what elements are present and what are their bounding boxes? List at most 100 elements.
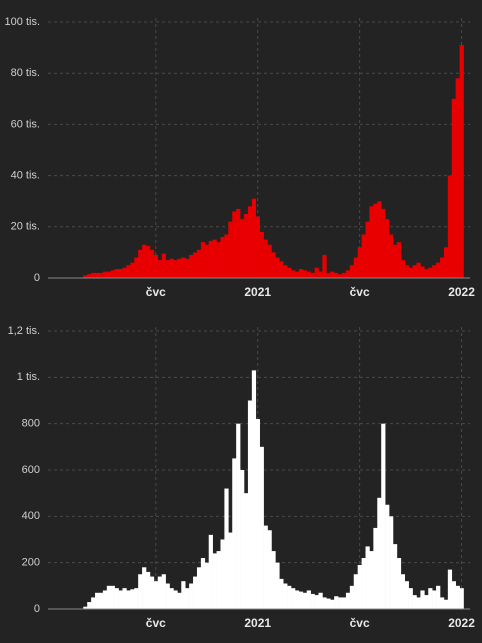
- bar: [220, 237, 225, 278]
- bar: [338, 597, 343, 609]
- bar: [244, 214, 249, 278]
- bar: [87, 602, 92, 609]
- bar: [126, 590, 131, 609]
- bar: [251, 198, 257, 278]
- bar: [416, 597, 421, 609]
- bar: [193, 252, 198, 278]
- x-tick-label: 2021: [244, 616, 271, 630]
- bar: [185, 588, 190, 609]
- bar: [365, 546, 370, 609]
- bar: [228, 221, 233, 278]
- bar: [306, 271, 311, 278]
- bar: [275, 562, 280, 609]
- bar: [424, 595, 429, 609]
- bar: [310, 593, 315, 609]
- bar: [314, 595, 319, 609]
- bar: [118, 269, 123, 278]
- y-tick-label: 800: [22, 418, 40, 430]
- bar: [412, 265, 417, 278]
- y-tick-label: 1,2 tis.: [8, 325, 40, 337]
- bar: [98, 272, 104, 278]
- bar: [130, 262, 135, 278]
- y-tick-label: 60 tis.: [11, 118, 40, 130]
- bar: [459, 588, 464, 609]
- bar: [291, 588, 296, 609]
- y-tick-label: 1 tis.: [17, 371, 40, 383]
- bar: [404, 581, 409, 609]
- bar: [283, 583, 288, 609]
- bar: [310, 272, 315, 278]
- bar: [102, 590, 108, 609]
- bar: [169, 588, 174, 609]
- bar: [279, 578, 284, 609]
- bar: [436, 262, 441, 278]
- bar: [377, 497, 382, 609]
- bar: [389, 516, 394, 609]
- bar: [322, 597, 327, 609]
- bar: [95, 272, 100, 278]
- bar: [314, 267, 319, 278]
- bar: [196, 249, 202, 278]
- bar: [283, 265, 288, 278]
- bar: [298, 591, 304, 609]
- bar: [455, 78, 460, 278]
- bar: [271, 252, 276, 278]
- x-tick-label: čvc: [146, 616, 166, 630]
- bar: [208, 240, 213, 278]
- bar: [189, 583, 194, 609]
- bar: [114, 588, 119, 609]
- bar: [134, 257, 139, 278]
- bar: [193, 576, 198, 609]
- bar: [181, 257, 186, 278]
- bar: [287, 267, 292, 278]
- bar: [255, 216, 260, 278]
- bar: [432, 265, 437, 278]
- bar: [420, 590, 425, 609]
- bar: [200, 242, 206, 278]
- bar: [412, 595, 417, 609]
- bar: [157, 260, 162, 278]
- bar: [334, 272, 339, 278]
- y-tick-label: 600: [22, 464, 40, 476]
- bar: [232, 211, 237, 278]
- bar: [334, 596, 339, 609]
- bar: [142, 244, 147, 278]
- bar: [177, 592, 182, 609]
- bar: [122, 267, 127, 278]
- bar: [251, 370, 257, 609]
- x-tick-label: 2022: [448, 616, 475, 630]
- bar: [212, 553, 217, 609]
- bar: [459, 45, 464, 278]
- bar: [165, 260, 170, 278]
- bar: [153, 581, 159, 609]
- y-tick-label: 100 tis.: [5, 16, 40, 28]
- y-tick-label: 200: [22, 557, 40, 569]
- bar: [326, 272, 331, 278]
- bar: [216, 551, 221, 609]
- bar: [443, 599, 449, 609]
- x-tick-label: čvc: [350, 285, 370, 299]
- bar: [196, 567, 202, 609]
- bar: [83, 275, 88, 278]
- bar: [138, 249, 143, 278]
- bar: [322, 254, 327, 278]
- bar: [98, 592, 104, 609]
- y-tick-label: 400: [22, 510, 40, 522]
- bar: [428, 267, 433, 278]
- bar: [361, 234, 366, 278]
- bar: [146, 571, 151, 609]
- bar: [342, 272, 347, 278]
- bar: [392, 544, 398, 609]
- bar: [247, 206, 253, 278]
- bar: [263, 239, 268, 278]
- bar: [212, 239, 217, 278]
- bar: [373, 203, 378, 278]
- x-tick-label: 2021: [244, 285, 271, 299]
- bar: [302, 592, 308, 609]
- bar: [287, 585, 292, 609]
- bar: [365, 221, 370, 278]
- bar: [342, 597, 347, 609]
- bar: [440, 597, 445, 609]
